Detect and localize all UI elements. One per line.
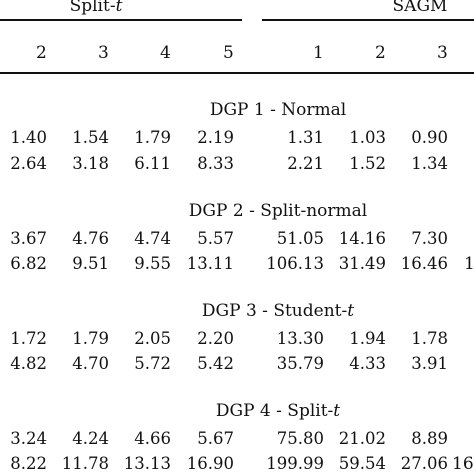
header-rule: [0, 72, 474, 74]
clipped-cell: 1: [464, 254, 474, 276]
table-cell: 2.19: [197, 128, 234, 147]
section-title: DGP 1 - Normal: [209, 100, 347, 120]
table-cell: 4.82: [10, 354, 47, 373]
table-cell: 4.76: [72, 229, 109, 248]
table-cell: 31.49: [338, 254, 386, 273]
table-cell: 9.51: [72, 254, 109, 273]
table-cell: 2.20: [197, 329, 234, 348]
table-cell: 75.80: [276, 429, 324, 448]
clipped-cell: 16.4: [452, 454, 474, 476]
table-cell: 9.55: [134, 254, 171, 273]
section-title: DGP 2 - Split-normal: [188, 201, 368, 221]
section-title: DGP 4 - Split-t: [215, 401, 341, 421]
clipped-cell-text: 16.4: [452, 454, 474, 474]
table-cell: 4.74: [134, 229, 171, 248]
math-t: t: [115, 0, 123, 16]
table-cell: 13.30: [276, 329, 324, 348]
table-cell: 1.79: [134, 128, 171, 147]
table-cell: 13.11: [186, 254, 234, 273]
table-cell: 3.18: [72, 154, 109, 173]
table-cell: 0.90: [411, 128, 448, 147]
col-header: 2: [36, 43, 47, 63]
table-cell: 27.06: [400, 454, 448, 473]
table-cell: 2.64: [10, 154, 47, 173]
table-cell: 5.42: [197, 354, 234, 373]
math-t: t: [333, 401, 341, 421]
table-cell: 7.30: [411, 229, 448, 248]
table-cell: 3.91: [411, 354, 448, 373]
table-cell: 1.94: [349, 329, 386, 348]
table-cell: 5.57: [197, 229, 234, 248]
table-cell: 1.34: [411, 154, 448, 173]
table-cell: 51.05: [276, 229, 324, 248]
table-cell: 1.54: [72, 128, 109, 147]
column-group-split-t: Split-t: [70, 0, 123, 16]
table-cell: 59.54: [338, 454, 386, 473]
table-cell: 4.24: [72, 429, 109, 448]
table-cell: 3.24: [10, 429, 47, 448]
col-header: 3: [437, 43, 448, 63]
table-cell: 8.22: [10, 454, 47, 473]
table-cell: 11.78: [61, 454, 109, 473]
column-group-sagm: SAGM: [392, 0, 448, 16]
table-cell: 2.05: [134, 329, 171, 348]
math-t: t: [347, 301, 355, 321]
table-cell: 1.72: [10, 329, 47, 348]
table-cell: 1.31: [287, 128, 324, 147]
section-title: DGP 3 - Student-t: [201, 301, 355, 321]
group-rule-right: [262, 19, 474, 21]
col-header: 2: [375, 43, 386, 63]
table-cell: 199.99: [266, 454, 324, 473]
table-cell: 1.40: [10, 128, 47, 147]
table-cell: 1.52: [349, 154, 386, 173]
table-cell: 16.90: [186, 454, 234, 473]
table-cell: 1.79: [72, 329, 109, 348]
table-cell: 4.70: [72, 354, 109, 373]
table-cell: 5.67: [197, 429, 234, 448]
col-header: 5: [223, 43, 234, 63]
table-cell: 35.79: [276, 354, 324, 373]
table-cell: 8.89: [411, 429, 448, 448]
table-cell: 3.67: [10, 229, 47, 248]
table-cell: 21.02: [338, 429, 386, 448]
table-cell: 1.78: [411, 329, 448, 348]
col-header: 4: [160, 43, 171, 63]
table-cell: 6.82: [10, 254, 47, 273]
table-cell: 16.46: [400, 254, 448, 273]
table-cell: 4.66: [134, 429, 171, 448]
col-header: 1: [313, 43, 324, 63]
table-cell: 8.33: [197, 154, 234, 173]
table-cell: 13.13: [123, 454, 171, 473]
table-cell: 106.13: [266, 254, 324, 273]
table-cell: 6.11: [134, 154, 171, 173]
table-cell: 4.33: [349, 354, 386, 373]
clipped-cell-text: 1: [464, 254, 474, 274]
table-cell: 14.16: [338, 229, 386, 248]
table-cell: 1.03: [349, 128, 386, 147]
col-header: 3: [98, 43, 109, 63]
group-rule-left: [0, 19, 242, 21]
table-cell: 5.72: [134, 354, 171, 373]
table-cell: 2.21: [287, 154, 324, 173]
